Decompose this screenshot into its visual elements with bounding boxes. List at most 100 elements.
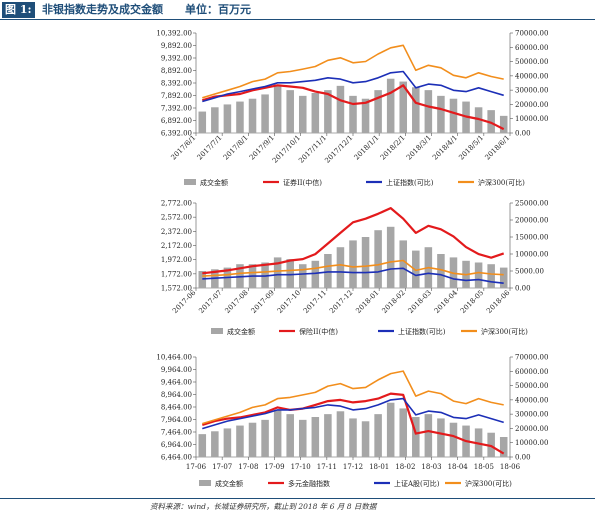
volume-bar [324,414,332,457]
x-tick-label: 2018-01 [354,289,380,315]
volume-bar [298,95,307,133]
x-tick-label: 2018-05 [459,289,485,315]
y-left-tick-label: 1,572.00 [161,285,192,293]
y-right-tick-label: 10000.00 [515,251,548,259]
y-left-tick-label: 8,964.00 [161,391,192,399]
volume-bar [399,408,408,457]
volume-bar [449,98,458,133]
x-tick-label: 2018/3/1 [405,134,433,162]
volume-bar [236,101,244,133]
y-right-tick-label: 20000.00 [515,101,548,109]
y-left-tick-label: 6,964.00 [161,441,192,449]
x-tick-label: 17-09 [264,463,284,471]
volume-bar [336,85,345,133]
volume-bar [361,237,370,288]
x-tick-label: 17-06 [186,463,207,471]
x-tick-label: 2018/5/1 [457,134,485,162]
y-left-tick-label: 9,964.00 [161,366,192,374]
volume-bar [424,90,433,133]
x-tick-label: 2018/2/1 [379,134,407,162]
volume-bar [324,90,332,133]
volume-bar [449,422,458,457]
y-right-tick-label: 0.00 [515,285,531,293]
y-left-tick-label: 9,392.00 [161,55,192,63]
volume-bar [437,254,445,288]
legend-label-line-1: 保险II(中信) [299,327,338,336]
volume-bar [474,262,483,288]
y-right-tick-label: 60000.00 [515,368,548,376]
y-left-tick-label: 9,464.00 [161,379,192,387]
y-left-tick-label: 10,464.00 [156,354,192,362]
x-tick-label: 2017-07 [197,289,223,315]
x-tick-label: 17-10 [291,463,311,471]
y-right-tick-label: 30000.00 [515,87,548,95]
y-left-tick-label: 2,172.00 [161,242,192,250]
y-left-tick-label: 6,392.00 [161,130,192,138]
volume-bar [211,431,219,457]
x-tick-label: 18-01 [369,463,389,471]
volume-bar [261,94,269,133]
legend-swatch-volume [199,480,211,486]
legend-swatch-volume [211,328,223,334]
y-right-tick-label: 30000.00 [515,411,548,419]
volume-bar [223,104,232,133]
volume-bar [336,247,345,288]
y-right-tick-label: 20000.00 [515,425,548,433]
x-tick-label: 2018/1/1 [353,134,381,162]
x-tick-label: 2018-04 [433,288,460,315]
y-right-tick-label: 60000.00 [515,44,548,52]
x-tick-label: 18-06 [500,463,521,471]
volume-bar [349,418,357,457]
y-left-tick-label: 1,772.00 [161,270,192,278]
y-left-tick-label: 7,964.00 [161,416,192,424]
legend-label-line-1: 多元金融指数 [288,479,330,488]
legend-label-line-2: 上证指数(可比) [398,327,446,336]
volume-bar [386,78,395,133]
legend-label-volume: 成交金额 [200,178,228,187]
y-right-tick-label: 5000.00 [515,268,544,276]
x-tick-label: 2017-08 [224,289,250,315]
y-left-tick-label: 2,572.00 [161,214,192,222]
source-note: 资料来源：wind，长城证券研究所，截止到 2018 年 6 月 8 日数据 [150,502,377,511]
x-tick-label: 2017/8/1 [222,134,250,162]
volume-bar [198,434,207,457]
volume-bar [248,98,257,133]
x-tick-label: 18-03 [421,463,441,471]
x-tick-label: 2018/4/1 [431,134,459,162]
volume-bar [349,240,357,288]
volume-bar [361,98,370,133]
header-rule [0,19,595,20]
y-right-tick-label: 15000.00 [515,234,548,242]
y-left-tick-label: 8,464.00 [161,404,192,412]
legend-swatch-volume [184,179,196,185]
y-right-tick-label: 20000.00 [515,217,548,225]
volume-bar [374,414,382,457]
y-right-tick-label: 10000.00 [515,439,548,447]
volume-bar [412,417,420,457]
x-tick-label: 18-05 [474,463,494,471]
volume-bar [374,230,382,288]
x-tick-label: 17-08 [238,463,258,471]
legend-label-line-1: 证券II(中信) [283,178,322,187]
y-left-tick-label: 10,392.00 [156,30,192,38]
x-tick-label: 18-02 [395,463,415,471]
volume-bar [261,262,269,288]
series-line-3 [202,259,504,277]
y-right-tick-label: 0.00 [515,130,531,138]
figure-title: 非银指数走势及成交金额 单位：百万元 [42,3,251,16]
legend-label-volume: 成交金额 [227,327,255,336]
volume-bar [311,417,320,457]
x-tick-label: 17-11 [317,463,337,471]
y-right-tick-label: 40000.00 [515,72,548,80]
volume-bar [487,110,495,133]
series-line-1 [202,207,505,275]
x-tick-label: 2017-12 [328,289,354,315]
y-left-tick-label: 8,392.00 [161,80,192,88]
volume-bar [273,409,282,457]
volume-bar [487,264,495,288]
series-line-3 [202,44,504,99]
legend-label-line-3: 沪深300(可比) [481,327,528,336]
series-line-1 [201,392,505,455]
legend-label-line-3: 沪深300(可比) [465,479,512,488]
